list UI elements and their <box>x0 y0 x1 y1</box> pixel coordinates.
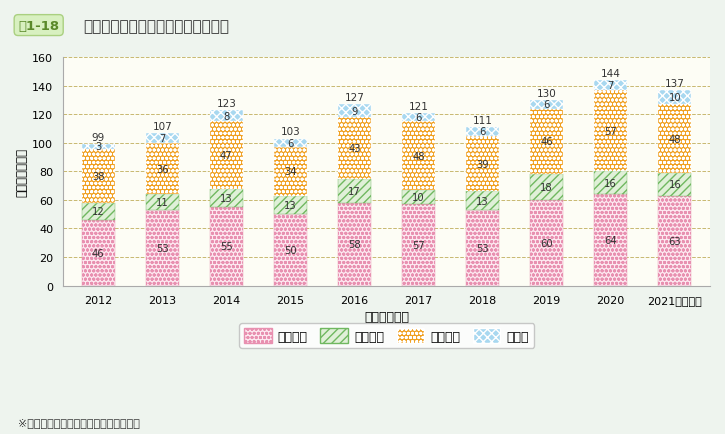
Text: 総合職試験合格者の出身大学等の数: 総合職試験合格者の出身大学等の数 <box>83 20 229 34</box>
Bar <box>338 179 371 203</box>
Text: 38: 38 <box>92 171 104 181</box>
Text: 34: 34 <box>284 167 297 177</box>
Bar <box>530 109 563 175</box>
Text: 12: 12 <box>92 207 104 217</box>
Bar <box>594 91 627 172</box>
X-axis label: 試験実施年度: 試験実施年度 <box>364 310 409 323</box>
Text: 6: 6 <box>544 100 550 110</box>
Text: 57: 57 <box>605 126 617 136</box>
Text: 121: 121 <box>409 102 428 112</box>
Bar <box>210 207 243 286</box>
Bar <box>210 189 243 207</box>
Bar <box>274 139 307 148</box>
Y-axis label: （大学等の数）: （大学等の数） <box>15 148 28 197</box>
Bar <box>82 220 115 286</box>
Text: 144: 144 <box>601 69 621 79</box>
Bar <box>530 101 563 109</box>
Legend: 国立大学, 公立大学, 私立大学, その他: 国立大学, 公立大学, 私立大学, その他 <box>239 324 534 348</box>
Text: 53: 53 <box>476 243 489 253</box>
Text: 53: 53 <box>156 243 169 253</box>
Text: 9: 9 <box>352 106 357 116</box>
Text: 57: 57 <box>412 240 425 250</box>
Bar <box>82 203 115 220</box>
Bar <box>402 114 435 122</box>
Bar <box>210 111 243 122</box>
Text: 137: 137 <box>665 79 684 89</box>
Bar <box>274 215 307 286</box>
Text: 47: 47 <box>220 151 233 161</box>
Text: 7: 7 <box>159 134 165 144</box>
Bar <box>338 118 371 179</box>
Bar <box>82 145 115 149</box>
Text: 36: 36 <box>156 164 169 174</box>
Text: 16: 16 <box>668 180 682 190</box>
Text: 6: 6 <box>287 138 294 148</box>
Bar <box>466 128 500 136</box>
Text: 103: 103 <box>281 127 300 137</box>
Bar <box>466 136 500 192</box>
Text: 123: 123 <box>217 99 236 108</box>
Text: 43: 43 <box>348 144 361 154</box>
Bar <box>146 144 179 195</box>
Text: 13: 13 <box>476 196 489 206</box>
Bar <box>274 196 307 215</box>
Text: 7: 7 <box>608 81 614 91</box>
Bar <box>402 122 435 191</box>
Text: 63: 63 <box>668 236 681 246</box>
Text: 58: 58 <box>348 240 361 250</box>
Text: 13: 13 <box>220 194 233 204</box>
Bar <box>658 91 692 105</box>
Bar <box>146 210 179 286</box>
Bar <box>594 195 627 286</box>
Text: 図1-18: 図1-18 <box>18 20 59 33</box>
Text: 11: 11 <box>156 197 169 207</box>
Bar <box>274 148 307 196</box>
Bar <box>658 196 692 286</box>
Text: 3: 3 <box>95 142 102 152</box>
Text: 99: 99 <box>91 133 105 143</box>
Bar <box>658 174 692 196</box>
Text: 50: 50 <box>284 245 297 255</box>
Bar <box>402 205 435 286</box>
Text: 46: 46 <box>92 248 104 258</box>
Text: 46: 46 <box>540 137 553 147</box>
Bar <box>530 201 563 286</box>
Bar <box>82 149 115 203</box>
Bar <box>146 195 179 210</box>
Text: 13: 13 <box>284 201 297 210</box>
Text: 6: 6 <box>415 113 422 123</box>
Text: 6: 6 <box>479 127 486 137</box>
Bar <box>594 81 627 91</box>
Text: 48: 48 <box>413 151 425 161</box>
Text: 10: 10 <box>413 193 425 203</box>
Text: 107: 107 <box>152 122 172 132</box>
Text: 60: 60 <box>540 238 553 248</box>
Text: 64: 64 <box>605 235 617 245</box>
Text: 18: 18 <box>540 183 553 193</box>
Text: 55: 55 <box>220 242 233 252</box>
Text: 17: 17 <box>348 186 361 196</box>
Text: 111: 111 <box>473 116 492 126</box>
Text: ※「その他」は、短大・高専等である。: ※「その他」は、短大・高専等である。 <box>18 418 140 427</box>
Text: 10: 10 <box>668 93 681 103</box>
Text: 16: 16 <box>605 178 617 188</box>
Text: 130: 130 <box>536 89 557 99</box>
Bar <box>338 105 371 118</box>
Text: 127: 127 <box>344 93 365 103</box>
Bar <box>658 105 692 174</box>
Bar <box>402 191 435 205</box>
Text: 39: 39 <box>476 159 489 169</box>
Bar <box>466 210 500 286</box>
Text: 48: 48 <box>668 134 681 144</box>
Bar <box>530 175 563 201</box>
Bar <box>466 192 500 210</box>
Bar <box>210 122 243 189</box>
Bar <box>594 172 627 195</box>
Bar <box>146 134 179 144</box>
Text: 8: 8 <box>223 112 230 122</box>
Bar <box>338 203 371 286</box>
